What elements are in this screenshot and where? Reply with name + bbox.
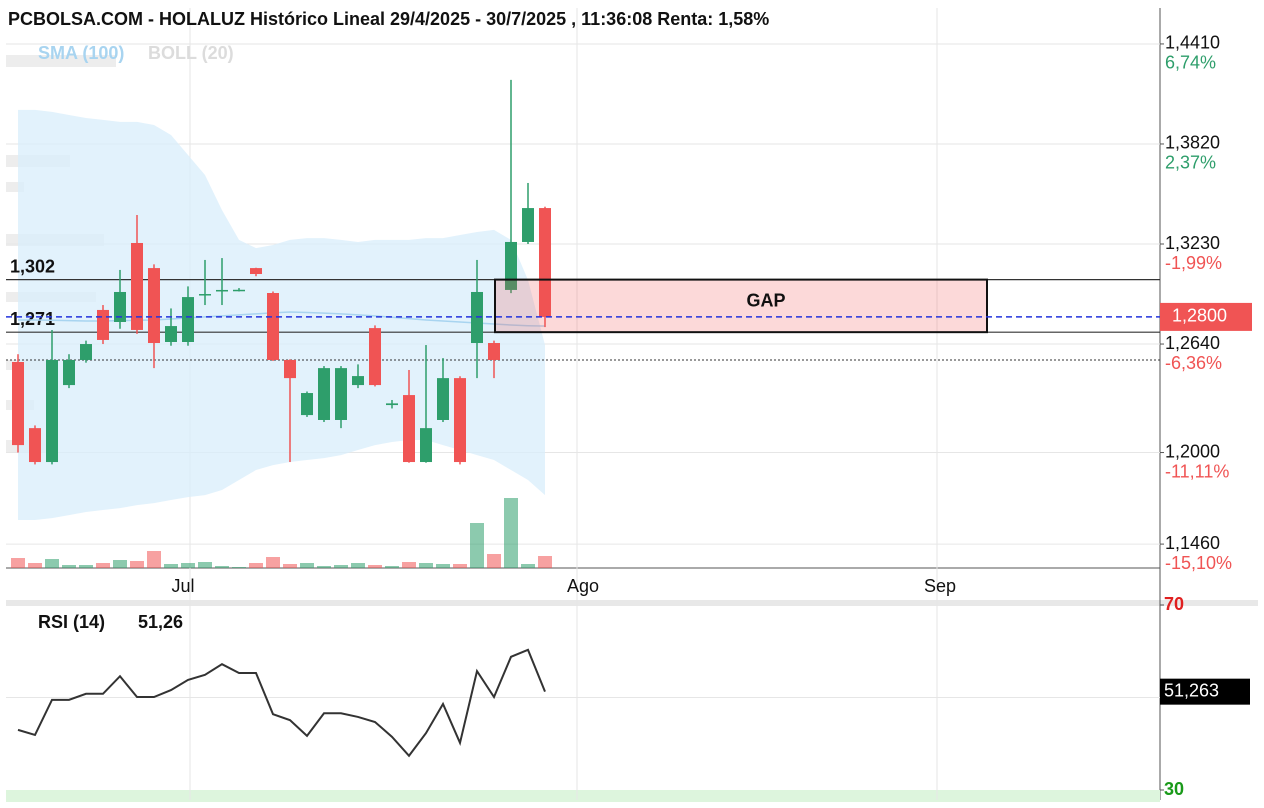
volume-bar <box>521 564 535 568</box>
volume-bar <box>181 563 195 568</box>
candle-body <box>97 309 109 340</box>
volume-bar <box>300 563 314 568</box>
last-price-label: 1,2800 <box>1172 306 1227 326</box>
candle-body <box>182 297 194 342</box>
y-tick-label: 1,3230 <box>1165 233 1220 253</box>
candle-body <box>46 359 58 463</box>
y-tick-label: 1,2000 <box>1165 441 1220 461</box>
volume-bar <box>11 558 25 568</box>
y-tick-label: 1,4410 <box>1165 33 1220 53</box>
level-label: 1,302 <box>10 256 55 276</box>
last-price-tag <box>1160 302 1252 331</box>
candle-body <box>216 289 228 292</box>
volume-bar <box>266 557 280 568</box>
legend-boll: BOLL (20) <box>148 43 234 63</box>
candle-body <box>318 368 330 420</box>
volume-bar <box>453 564 467 568</box>
volume-bar <box>436 564 450 568</box>
candle-body <box>80 344 92 360</box>
candle-body <box>63 359 75 386</box>
rsi-last-label: 51,263 <box>1164 680 1219 700</box>
y-tick-label: 1,3820 <box>1165 133 1220 153</box>
candle-body <box>335 368 347 420</box>
y-tick-pct: -6,36% <box>1165 353 1222 373</box>
rsi-last: 51,26 <box>138 612 183 632</box>
candle-body <box>539 208 551 317</box>
volume-bar <box>538 556 552 568</box>
candle-body <box>403 395 415 463</box>
volume-bar <box>96 563 110 568</box>
candle-body <box>352 376 364 386</box>
volume-bar <box>28 563 42 568</box>
volume-bar <box>487 554 501 568</box>
y-tick-pct: 6,74% <box>1165 53 1216 73</box>
rsi-last-tag <box>1160 678 1250 705</box>
candle-body <box>420 428 432 463</box>
candle-body <box>267 293 279 360</box>
y-tick-pct: -1,99% <box>1165 253 1222 273</box>
rsi-tick-label: 30 <box>1164 779 1184 799</box>
volume-bar <box>113 560 127 568</box>
candle-body <box>488 343 500 360</box>
legend-sma: SMA (100) <box>38 43 124 63</box>
volume-bar <box>402 562 416 568</box>
volume-bar <box>470 523 484 568</box>
y-tick-pct: -15,10% <box>1165 553 1232 573</box>
candle-body <box>114 291 126 322</box>
candle-body <box>505 241 517 290</box>
volume-bar <box>164 564 178 568</box>
volume-bar <box>368 565 382 568</box>
candle-body <box>199 294 211 296</box>
candle-body <box>165 326 177 342</box>
volume-bar <box>147 551 161 568</box>
level-label: 1,271 <box>10 309 55 329</box>
volume-bar <box>232 567 246 568</box>
y-tick-label: 1,2640 <box>1165 333 1220 353</box>
candle-body <box>233 289 245 292</box>
volume-bar <box>317 566 331 568</box>
volume-bar <box>215 566 229 568</box>
volume-bar <box>351 563 365 568</box>
rsi-line <box>17 648 546 758</box>
candle-body <box>437 378 449 420</box>
volume-bar <box>249 563 263 568</box>
y-tick-pct: 2,37% <box>1165 153 1216 173</box>
volume-bar <box>45 559 59 568</box>
candle-body <box>250 268 262 275</box>
volume-bar <box>130 561 144 568</box>
candle-body <box>386 403 398 406</box>
candle-body <box>148 268 160 344</box>
volume-bar <box>198 562 212 568</box>
volume-bar <box>334 565 348 568</box>
volume-bar <box>283 564 297 568</box>
volume-bar <box>419 563 433 568</box>
candle-body <box>131 242 143 330</box>
gap-label: GAP <box>746 291 785 311</box>
x-tick-label: Jul <box>171 576 194 596</box>
y-tick-label: 1,1460 <box>1165 533 1220 553</box>
volume-bar <box>62 565 76 568</box>
volume-bar <box>504 498 518 568</box>
x-tick-label: Ago <box>567 576 599 596</box>
candle-body <box>454 378 466 463</box>
volume-bar <box>79 565 93 568</box>
volume-bar <box>385 566 399 568</box>
rsi-title: RSI (14) <box>38 612 105 632</box>
page-title: PCBOLSA.COM - HOLALUZ Histórico Lineal 2… <box>8 9 769 29</box>
rsi-oversold-zone <box>6 790 1160 802</box>
panel-separator <box>6 600 1258 606</box>
candle-body <box>12 362 24 446</box>
candle-body <box>29 428 41 463</box>
candle-body <box>284 359 296 379</box>
rsi-tick-label: 70 <box>1164 594 1184 614</box>
candle-body <box>522 208 534 242</box>
y-tick-pct: -11,11% <box>1165 461 1229 481</box>
gap-box <box>494 278 988 334</box>
candle-body <box>301 393 313 416</box>
x-tick-label: Sep <box>924 576 956 596</box>
candle-body <box>369 328 381 386</box>
